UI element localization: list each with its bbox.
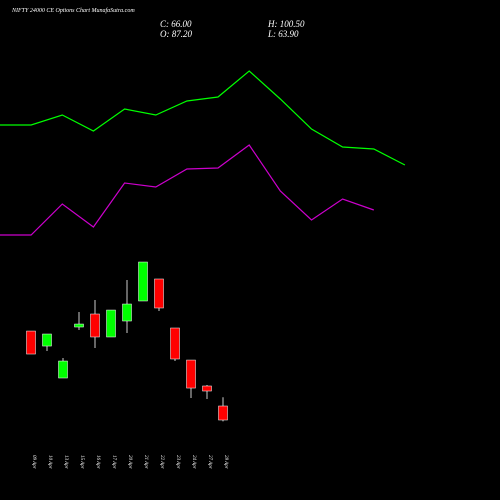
candle-body	[90, 313, 100, 338]
indicator-line	[0, 144, 374, 236]
candle-body	[154, 278, 164, 309]
x-tick-label: 15 Apr	[79, 455, 84, 469]
candle-body	[74, 323, 84, 328]
x-tick-label: 22 Apr	[159, 455, 164, 469]
candle-body	[202, 385, 212, 392]
candle-body	[122, 303, 132, 322]
candle-body	[58, 360, 68, 379]
candle-body	[26, 330, 36, 355]
x-tick-label: 20 Apr	[127, 455, 132, 469]
header-low: L: 63.90	[267, 29, 299, 39]
x-tick-label: 23 Apr	[175, 455, 180, 469]
candle-body	[170, 327, 180, 360]
x-tick-label: 17 Apr	[111, 455, 116, 469]
header-open: O: 87.20	[160, 29, 192, 39]
x-tick-label: 10 Apr	[47, 455, 52, 469]
candle-body	[138, 261, 148, 302]
indicator-line	[0, 70, 406, 166]
x-tick-label: 24 Apr	[191, 455, 196, 469]
candle-body	[106, 309, 116, 338]
x-tick-label: 28 Apr	[223, 455, 228, 469]
x-tick-label: 27 Apr	[207, 455, 212, 469]
header-close: C: 66.00	[160, 19, 192, 29]
x-tick-label: 21 Apr	[143, 455, 148, 469]
x-tick-label: 09 Apr	[31, 455, 36, 469]
candle-body	[218, 405, 228, 421]
candle-body	[186, 359, 196, 389]
x-tick-label: 16 Apr	[95, 455, 100, 469]
candle-body	[42, 333, 52, 347]
header-high: H: 100.50	[267, 19, 305, 29]
x-tick-label: 13 Apr	[63, 455, 68, 469]
chart-title: NIFTY 24000 CE Options Chart MunafaSutra…	[11, 7, 135, 14]
